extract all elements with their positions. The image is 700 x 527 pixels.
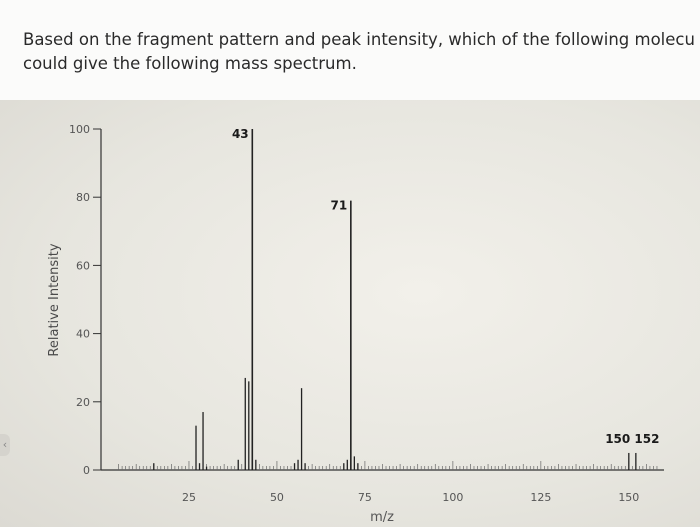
y-tick-label: 60 <box>76 259 90 272</box>
y-axis-title: Relative Intensity <box>47 243 62 356</box>
x-tick-label: 75 <box>358 491 372 504</box>
chart-labels: 0 20 40 60 80 100 25 50 75 100 125 150 43 71 150 152 m/… <box>47 123 659 525</box>
chevron-left-icon[interactable]: ‹ <box>0 434 10 456</box>
x-tick-label: 100 <box>442 491 463 504</box>
y-tick-label: 40 <box>76 328 90 341</box>
peak-annotation: 150 152 <box>605 432 659 446</box>
chart-axes <box>100 129 664 471</box>
peak-annotation: 71 <box>330 199 347 213</box>
x-axis-title: m/z <box>370 510 394 525</box>
chart-ticks <box>93 128 658 471</box>
question-panel: Based on the fragment pattern and peak i… <box>0 0 700 100</box>
x-tick-label: 25 <box>182 491 196 504</box>
x-tick-label: 50 <box>270 491 284 504</box>
spectrum-photo-area <box>0 100 700 527</box>
y-tick-label: 80 <box>76 191 90 204</box>
y-tick-label: 20 <box>76 396 90 409</box>
peak-annotation: 43 <box>232 127 249 141</box>
x-tick-label: 125 <box>530 491 551 504</box>
y-tick-label: 0 <box>83 464 90 477</box>
question-text: Based on the fragment pattern and peak i… <box>23 30 695 73</box>
x-tick-label: 150 <box>618 491 639 504</box>
chart-peaks <box>153 129 637 470</box>
y-tick-label: 100 <box>69 123 90 136</box>
